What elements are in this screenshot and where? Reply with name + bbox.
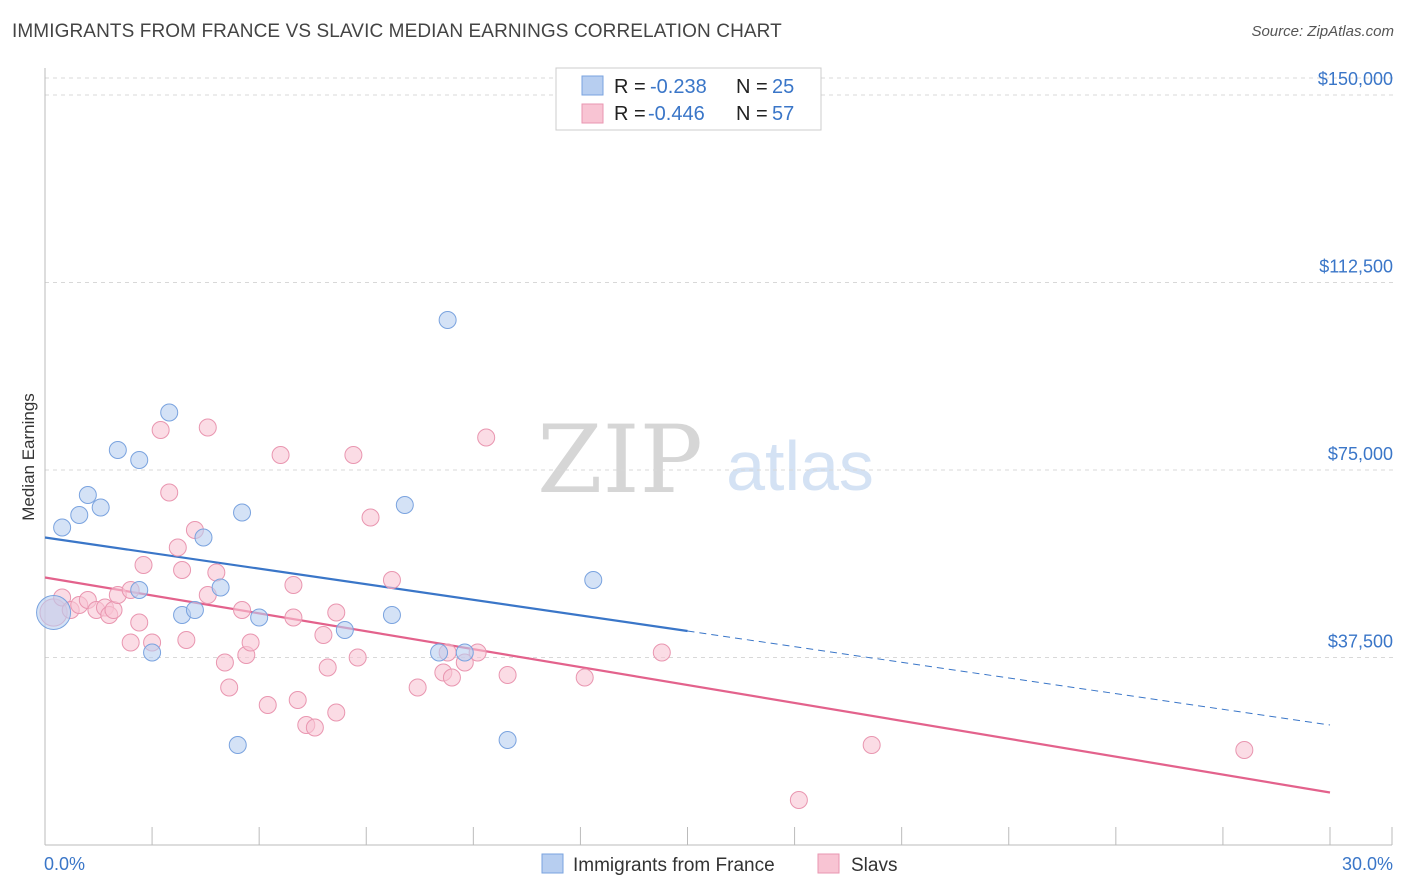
y-axis-title: Median Earnings xyxy=(19,393,38,521)
point-slavs xyxy=(134,556,153,574)
point-slavs xyxy=(382,571,401,589)
point-france xyxy=(185,601,204,619)
y-tick-label: $75,000 xyxy=(1328,444,1393,464)
point-france xyxy=(143,643,162,662)
legend-box: R = -0.238 N = 25 R = -0.446 N = 57 xyxy=(555,67,822,131)
point-france xyxy=(395,496,414,514)
legend-r-value-france: -0.238 xyxy=(650,76,707,98)
point-france xyxy=(228,736,247,754)
point-france xyxy=(233,503,252,522)
legend-r-label-france: R = xyxy=(614,76,646,98)
gridlines xyxy=(45,77,1395,658)
point-slavs xyxy=(327,703,346,722)
point-slavs xyxy=(408,678,427,697)
point-slavs xyxy=(168,538,187,557)
bottom-legend-swatch-slavs xyxy=(817,853,840,874)
point-france xyxy=(194,528,213,547)
legend-n-label-slavs: N = xyxy=(736,103,768,125)
watermark-atlas: atlas xyxy=(726,427,874,505)
bottom-legend: Immigrants from France Slavs xyxy=(541,853,897,876)
point-slavs xyxy=(789,791,808,809)
chart-source: Source: ZipAtlas.com xyxy=(1251,23,1394,40)
point-slavs xyxy=(327,603,346,622)
point-france xyxy=(78,486,97,504)
legend-r-label-slavs: R = xyxy=(614,103,646,125)
trendline-france xyxy=(44,536,688,633)
x-tick-label-max: 30.0% xyxy=(1342,854,1393,874)
y-tick-label: $150,000 xyxy=(1318,69,1393,89)
chart-title: IMMIGRANTS FROM FRANCE VS SLAVIC MEDIAN … xyxy=(12,21,782,42)
point-slavs xyxy=(284,608,303,627)
tick-labels: $37,500 $75,000 $112,500 $150,000 0.0% 30.0% xyxy=(44,69,1393,874)
point-slavs xyxy=(344,446,363,464)
watermark-zip: ZIP xyxy=(537,406,703,515)
point-france xyxy=(335,621,354,639)
point-slavs xyxy=(862,736,881,754)
point-france xyxy=(53,518,72,537)
point-slavs xyxy=(104,601,123,619)
point-slavs xyxy=(258,696,277,714)
point-france xyxy=(584,571,603,589)
bottom-legend-swatch-france xyxy=(541,853,564,874)
point-slavs xyxy=(220,678,239,697)
legend-n-label-france: N = xyxy=(736,76,768,98)
point-slavs xyxy=(160,483,179,502)
point-slavs xyxy=(207,563,226,582)
point-france xyxy=(130,581,149,599)
y-tick-label: $112,500 xyxy=(1319,257,1393,277)
axes xyxy=(44,68,1393,846)
point-france xyxy=(382,606,401,624)
point-france xyxy=(498,731,517,749)
bottom-legend-label-slavs: Slavs xyxy=(851,855,897,876)
point-slavs xyxy=(284,576,303,594)
bottom-legend-label-france: Immigrants from France xyxy=(573,855,775,876)
data-points xyxy=(36,311,1254,809)
point-france xyxy=(455,643,474,662)
point-slavs xyxy=(361,508,380,527)
point-slavs xyxy=(1235,741,1254,759)
point-slavs xyxy=(151,421,170,439)
point-slavs xyxy=(121,633,140,652)
trendline-france-extrapolated xyxy=(687,630,1331,726)
legend-n-value-france: 25 xyxy=(772,76,794,98)
point-france xyxy=(250,608,269,627)
point-slavs xyxy=(233,601,252,619)
point-slavs xyxy=(130,613,149,632)
point-france xyxy=(130,451,149,469)
point-france xyxy=(70,506,89,524)
legend-r-value-slavs: -0.446 xyxy=(648,103,705,125)
point-slavs xyxy=(288,691,307,709)
point-slavs xyxy=(305,718,324,737)
point-slavs xyxy=(314,626,333,644)
point-france xyxy=(108,441,127,459)
point-slavs xyxy=(498,666,517,684)
point-slavs xyxy=(198,418,217,437)
point-slavs xyxy=(173,561,192,579)
legend-n-value-slavs: 57 xyxy=(772,103,794,125)
point-slavs xyxy=(177,631,196,649)
point-slavs xyxy=(652,643,671,662)
point-france xyxy=(36,595,72,630)
point-france xyxy=(91,498,110,517)
point-slavs xyxy=(442,668,461,687)
point-france xyxy=(211,578,230,597)
point-slavs xyxy=(318,658,337,677)
trendlines xyxy=(44,536,1331,794)
point-slavs xyxy=(215,653,234,672)
point-france xyxy=(160,403,179,422)
y-tick-label: $37,500 xyxy=(1328,632,1393,652)
point-slavs xyxy=(271,446,290,464)
point-slavs xyxy=(241,633,260,652)
legend-swatch-france xyxy=(581,75,604,96)
point-slavs xyxy=(575,668,594,687)
point-slavs xyxy=(348,648,367,667)
point-france xyxy=(438,311,457,329)
point-france xyxy=(430,643,449,662)
legend-swatch-slavs xyxy=(581,103,604,124)
point-slavs xyxy=(477,428,496,447)
x-tick-label-min: 0.0% xyxy=(44,854,85,874)
